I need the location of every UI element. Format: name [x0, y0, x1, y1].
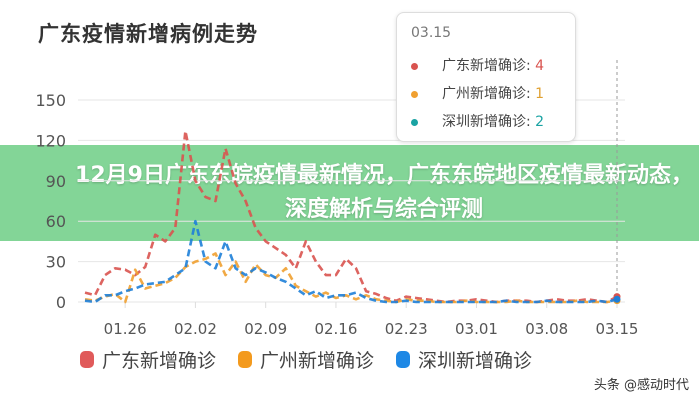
x-tick-label: 02.02	[174, 320, 217, 338]
tooltip: 03.15 广东新增确诊: 4 广州新增确诊: 1 深圳新增确诊: 2	[396, 12, 576, 142]
y-tick-label: 120	[35, 131, 66, 150]
y-tick-label: 90	[46, 172, 66, 191]
legend-swatch-icon	[396, 351, 411, 368]
series-line-2	[84, 219, 618, 304]
tooltip-row-guangdong: 广东新增确诊: 4	[411, 55, 544, 75]
y-tick-label: 0	[56, 293, 66, 312]
x-tick-label: 03.15	[596, 320, 639, 338]
tooltip-label: 广东新增确诊:	[442, 58, 531, 74]
legend-item-shenzhen[interactable]: 深圳新增确诊	[396, 346, 532, 373]
tooltip-dot-icon	[411, 62, 418, 70]
legend-label: 广州新增确诊	[260, 350, 375, 372]
tooltip-dot-icon	[411, 90, 418, 98]
banner-title: 12月9日广东东皖疫情最新情况，广东东皖地区疫情最新动态，深度解析与综合评测	[75, 163, 693, 222]
chart-legend: 广东新增确诊 广州新增确诊 深圳新增确诊	[80, 346, 532, 373]
tooltip-label: 广州新增确诊:	[442, 86, 531, 102]
tooltip-row-guangzhou: 广州新增确诊: 1	[411, 83, 544, 103]
legend-item-guangzhou[interactable]: 广州新增确诊	[238, 346, 374, 373]
x-tick-label: 02.23	[385, 320, 428, 338]
title-banner: 12月9日广东东皖疫情最新情况，广东东皖地区疫情最新动态，深度解析与综合评测	[0, 145, 699, 241]
x-tick-label: 02.16	[314, 320, 357, 338]
x-tick-label: 03.01	[455, 320, 498, 338]
tooltip-value: 1	[535, 86, 545, 102]
legend-label: 广东新增确诊	[102, 350, 217, 372]
tooltip-date: 03.15	[411, 25, 452, 41]
y-tick-label: 150	[35, 91, 66, 110]
chart-title: 广东疫情新增病例走势	[38, 22, 258, 46]
tooltip-label: 深圳新增确诊:	[442, 114, 531, 130]
data-point	[613, 295, 621, 303]
watermark: 头条 @感动时代	[593, 378, 689, 393]
legend-swatch-icon	[238, 351, 253, 368]
y-tick-label: 30	[46, 253, 66, 272]
legend-item-guangdong[interactable]: 广东新增确诊	[80, 346, 216, 373]
x-tick-label: 01.26	[104, 320, 147, 338]
x-tick-label: 03.08	[525, 320, 568, 338]
legend-swatch-icon	[80, 351, 94, 368]
y-tick-label: 60	[46, 212, 66, 231]
tooltip-row-shenzhen: 深圳新增确诊: 2	[411, 111, 544, 131]
tooltip-value: 4	[535, 58, 545, 74]
series-line-0	[84, 129, 618, 304]
tooltip-value: 2	[535, 114, 545, 130]
tooltip-dot-icon	[411, 118, 418, 126]
legend-label: 深圳新增确诊	[418, 350, 533, 372]
x-tick-label: 02.09	[244, 320, 287, 338]
